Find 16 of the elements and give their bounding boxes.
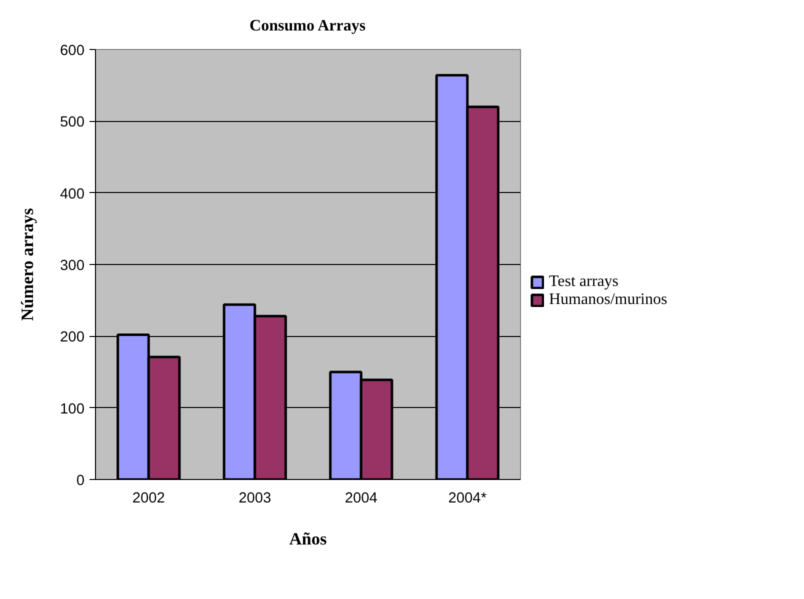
x-tick-label: 2004* — [448, 490, 487, 506]
x-tick-label: 2004 — [344, 490, 378, 506]
y-tick-label: 200 — [60, 330, 85, 346]
y-tick-label: 400 — [60, 186, 85, 202]
y-tick-label: 0 — [76, 473, 85, 489]
y-tick-label: 600 — [60, 43, 85, 59]
y-tick-label: 500 — [60, 114, 85, 131]
legend-label: Test arrays — [549, 273, 619, 291]
x-tick-label: 2002 — [132, 490, 165, 506]
legend-label: Humanos/murinos — [549, 291, 668, 309]
chart-title: Consumo Arrays — [250, 18, 366, 34]
x-axis-title: Años — [289, 530, 328, 548]
y-tick-label: 300 — [60, 258, 85, 274]
x-tick-label: 2003 — [238, 490, 272, 506]
y-axis-title: Número arrays — [18, 208, 38, 321]
y-tick-label: 100 — [60, 401, 85, 418]
